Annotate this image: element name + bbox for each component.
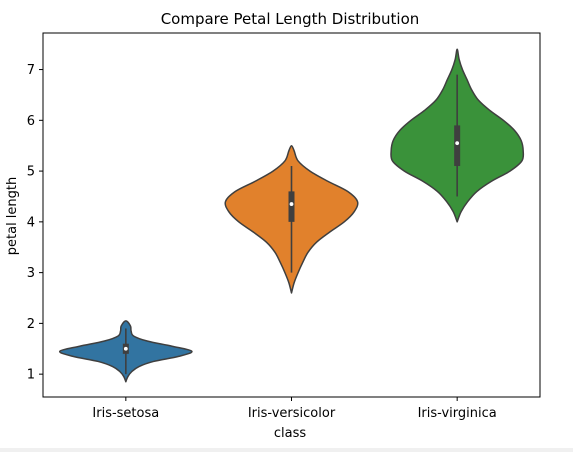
x-axis-label: class [274, 426, 306, 441]
chart-title: Compare Petal Length Distribution [161, 10, 420, 28]
median-point-iris-versicolor [289, 202, 294, 206]
iqr-box-iris-virginica [454, 125, 461, 167]
y-tick-label-7: 7 [27, 63, 35, 78]
median-point-iris-setosa [123, 346, 128, 351]
plot-area [59, 48, 525, 383]
x-tick-label-iris-versicolor: Iris-versicolor [248, 406, 336, 421]
y-tick-label-2: 2 [27, 317, 35, 332]
y-tick-label-3: 3 [27, 266, 35, 281]
bottom-strip [0, 448, 573, 452]
y-tick-label-4: 4 [27, 215, 35, 230]
y-tick-label-1: 1 [27, 368, 35, 383]
axes: 1 2 3 4 5 6 7 Iris-setosa Iris-versicolor Iris-vi… [27, 32, 541, 421]
x-tick-label-iris-setosa: Iris-setosa [92, 406, 159, 421]
x-tick-label-iris-virginica: Iris-virginica [418, 406, 497, 421]
median-point-iris-virginica [455, 141, 460, 146]
y-tick-label-5: 5 [27, 165, 35, 180]
y-axis-label: petal length [5, 177, 20, 256]
y-tick-label-6: 6 [27, 114, 35, 129]
iqr-box-iris-versicolor [288, 191, 295, 222]
